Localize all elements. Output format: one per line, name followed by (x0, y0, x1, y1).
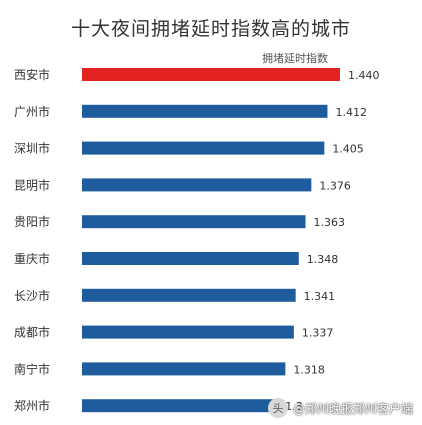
category-label: 郑州市 (14, 398, 50, 413)
value-label: 1.412 (335, 106, 367, 119)
watermark-logo-icon: 头 (268, 398, 288, 418)
bar (82, 362, 286, 376)
category-label: 成都市 (14, 325, 50, 340)
bar (82, 399, 278, 413)
value-label: 1.341 (304, 290, 336, 303)
value-label: 1.348 (307, 253, 339, 266)
bar (82, 252, 299, 265)
chart-title: 十大夜间拥堵延时指数高的城市 (70, 18, 351, 40)
bar (82, 178, 312, 192)
bar (82, 215, 306, 229)
category-label: 西安市 (14, 67, 50, 82)
watermark: 头 @郑州晚报郑州客户端 (268, 396, 413, 420)
value-label: 1.318 (293, 363, 325, 376)
bar (82, 325, 294, 339)
category-label: 深圳市 (14, 141, 50, 156)
value-label: 1.440 (348, 69, 380, 82)
bar (82, 141, 325, 155)
value-label: 1.3 (285, 400, 303, 413)
bar (82, 288, 296, 302)
watermark-text: @郑州晚报郑州客户端 (293, 401, 414, 416)
category-label: 贵阳市 (14, 214, 50, 229)
category-label: 长沙市 (14, 288, 50, 303)
value-label: 1.363 (314, 216, 346, 229)
category-label: 南宁市 (14, 361, 50, 376)
category-label: 广州市 (14, 104, 50, 119)
legend-label: 拥堵延时指数 (262, 51, 328, 65)
category-label: 昆明市 (14, 177, 50, 192)
value-label: 1.376 (319, 179, 351, 192)
value-label: 1.405 (332, 143, 364, 156)
bar (82, 68, 340, 81)
bar (82, 104, 328, 118)
value-label: 1.337 (302, 327, 334, 340)
category-label: 重庆市 (14, 251, 50, 266)
